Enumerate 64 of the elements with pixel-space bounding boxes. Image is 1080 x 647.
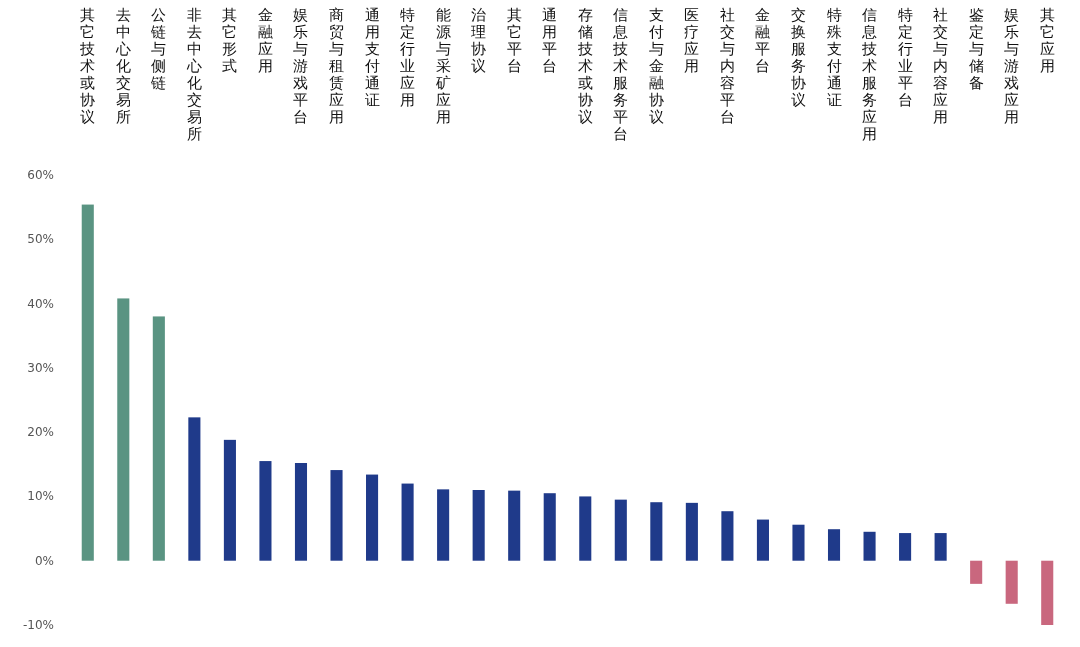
x-tick-label: 信息技术服务应用	[861, 6, 878, 143]
bar	[1005, 560, 1018, 604]
x-tick-label: 通用支付通证	[363, 6, 380, 109]
bar	[472, 490, 485, 561]
bar	[970, 560, 983, 584]
x-tick-label: 娱乐与游戏平台	[293, 6, 309, 126]
bar	[223, 439, 236, 561]
x-tick-label: 商贸与租赁应用	[329, 6, 345, 126]
x-tick-label: 其它技术或协议	[79, 6, 96, 126]
x-tick-label: 特殊支付通证	[825, 6, 842, 109]
x-tick-label: 能源与采矿应用	[434, 6, 451, 126]
x-tick-label: 社交与内容应用	[933, 6, 949, 126]
y-tick-label: 40%	[27, 296, 54, 311]
bar	[721, 511, 734, 561]
bar	[685, 502, 698, 561]
x-tick-label: 信息技术服务平台	[612, 6, 629, 143]
bar	[259, 461, 272, 561]
bar	[437, 489, 450, 561]
bar	[401, 483, 414, 561]
bar	[827, 529, 841, 561]
x-tick-label: 交换服务协议	[790, 6, 806, 109]
x-tick-label: 其它应用	[1039, 6, 1055, 75]
bar	[508, 490, 521, 561]
x-tick-label: 社交与内容平台	[719, 6, 735, 126]
bar	[1041, 560, 1054, 625]
y-tick-label: 0%	[34, 553, 54, 568]
bar	[152, 316, 165, 561]
bar	[330, 470, 343, 561]
bar	[366, 474, 379, 561]
bar	[614, 499, 627, 561]
x-tick-label: 去中心化交易所	[114, 6, 131, 126]
x-tick-label: 特定行业平台	[897, 6, 913, 109]
x-tick-label: 其它平台	[506, 6, 522, 75]
bar	[899, 533, 912, 561]
bar	[81, 204, 94, 561]
y-tick-label: 30%	[27, 360, 54, 375]
bar	[543, 493, 556, 561]
y-tick-label: 10%	[27, 489, 54, 504]
y-tick-label: -10%	[22, 618, 54, 632]
x-tick-label: 治理协议	[471, 6, 487, 75]
x-tick-label: 娱乐与游戏应用	[1004, 6, 1020, 126]
bar	[294, 463, 308, 561]
bar	[756, 519, 769, 561]
x-tick-label: 存储技术或协议	[576, 6, 593, 126]
bar	[650, 502, 663, 561]
y-tick-label: 50%	[27, 232, 54, 247]
bar	[934, 533, 947, 561]
bar	[117, 298, 130, 561]
y-tick-label: 60%	[27, 168, 54, 182]
x-tick-label: 支付与金融协议	[647, 6, 664, 126]
bar	[863, 531, 876, 561]
bar	[579, 496, 592, 561]
bar	[792, 524, 805, 561]
x-tick-label: 医疗应用	[684, 6, 700, 75]
x-tick-label: 公链与侧链	[150, 6, 167, 92]
x-tick-label: 非去中心化交易所	[185, 6, 202, 143]
x-tick-label: 金融应用	[257, 6, 273, 75]
x-tick-label: 通用平台	[542, 6, 558, 75]
x-tick-label: 其它形式	[222, 6, 238, 75]
x-tick-label: 特定行业应用	[400, 6, 416, 109]
y-tick-label: 20%	[27, 425, 54, 440]
x-tick-label: 金融平台	[755, 6, 771, 75]
x-tick-label: 鉴定与储备	[968, 6, 984, 92]
bar	[188, 417, 201, 561]
